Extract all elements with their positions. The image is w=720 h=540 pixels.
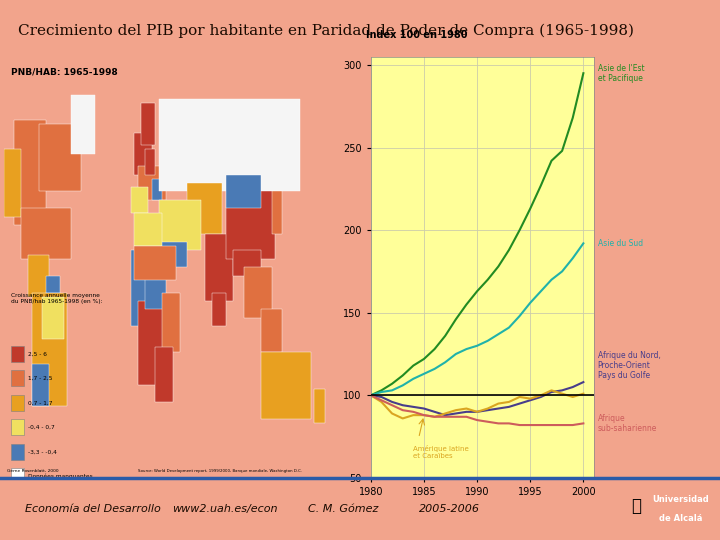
Bar (130, 187, 148, 213)
Bar (156, 347, 173, 402)
Bar (243, 267, 271, 318)
Text: Asie de l'Est
et Pacifique: Asie de l'Est et Pacifique (598, 64, 644, 83)
Text: Universidad: Universidad (652, 495, 708, 504)
Bar (141, 103, 156, 145)
Text: 0,7 - 1,7: 0,7 - 1,7 (28, 401, 53, 406)
Text: Economía del Desarrollo: Economía del Desarrollo (24, 504, 161, 514)
Bar (11, 420, 24, 435)
Bar (159, 200, 201, 251)
Bar (226, 174, 261, 208)
Text: 1,7 - 2,5: 1,7 - 2,5 (28, 376, 53, 381)
Bar (39, 124, 81, 192)
Text: www2.uah.es/econ: www2.uah.es/econ (172, 504, 278, 514)
Text: Gérne Rosenblatt, 2000: Gérne Rosenblatt, 2000 (7, 469, 59, 473)
Text: 2,5 - 6: 2,5 - 6 (28, 352, 48, 356)
Bar (159, 242, 187, 267)
Bar (11, 346, 24, 362)
Text: Afrique du Nord,
Proche-Orient
Pays du Golfe: Afrique du Nord, Proche-Orient Pays du G… (598, 350, 660, 381)
Bar (152, 179, 162, 200)
Bar (261, 309, 282, 352)
Bar (11, 468, 24, 484)
Bar (11, 395, 24, 411)
Text: 2005-2006: 2005-2006 (418, 504, 480, 514)
Bar (271, 192, 282, 234)
Text: de Alcalá: de Alcalá (659, 514, 702, 523)
Bar (145, 251, 166, 309)
Bar (32, 293, 67, 406)
Text: Amérique latine
et Caraïbes: Amérique latine et Caraïbes (413, 445, 469, 459)
Text: Source: World Development report, 1999/2000, Banque mondiale, Washington D.C.: Source: World Development report, 1999/2… (138, 469, 302, 473)
Bar (130, 251, 148, 326)
Bar (14, 120, 46, 225)
Bar (226, 192, 275, 259)
Text: Crecimiento del PIB por habitante en Paridad de Poder de Compra (1965-1998): Crecimiento del PIB por habitante en Par… (18, 24, 634, 38)
Text: Données manquantes: Données manquantes (28, 474, 93, 479)
Bar (261, 352, 310, 419)
Bar (42, 297, 63, 339)
Text: Index 100 en 1980: Index 100 en 1980 (366, 30, 468, 40)
Bar (22, 208, 71, 259)
Bar (212, 293, 226, 326)
Text: Croissance annuelle moyenne
du PNB/hab 1965-1998 (en %):: Croissance annuelle moyenne du PNB/hab 1… (11, 293, 102, 304)
Bar (28, 255, 50, 297)
Bar (159, 99, 300, 192)
Bar (314, 389, 325, 423)
Bar (134, 132, 152, 174)
Text: Afrique
sub-saharienne: Afrique sub-saharienne (598, 414, 657, 433)
Text: -0,4 - 0,7: -0,4 - 0,7 (28, 425, 55, 430)
Bar (134, 213, 162, 246)
Text: 🏛: 🏛 (631, 497, 642, 515)
Bar (11, 444, 24, 460)
Bar (138, 301, 166, 385)
Bar (145, 150, 156, 174)
Bar (46, 276, 60, 293)
Bar (32, 364, 50, 406)
Bar (11, 370, 24, 387)
Bar (4, 150, 22, 217)
Text: PNB/HAB: 1965-1998: PNB/HAB: 1965-1998 (11, 68, 117, 76)
Bar (71, 94, 95, 153)
Text: -3,3 - -0,4: -3,3 - -0,4 (28, 449, 57, 454)
Bar (204, 234, 233, 301)
Bar (138, 166, 166, 200)
Bar (134, 246, 176, 280)
Bar (187, 183, 222, 234)
Text: C. M. Gómez: C. M. Gómez (308, 504, 378, 514)
Bar (233, 251, 261, 276)
Text: Asie du Sud: Asie du Sud (598, 239, 643, 248)
Bar (162, 293, 180, 352)
